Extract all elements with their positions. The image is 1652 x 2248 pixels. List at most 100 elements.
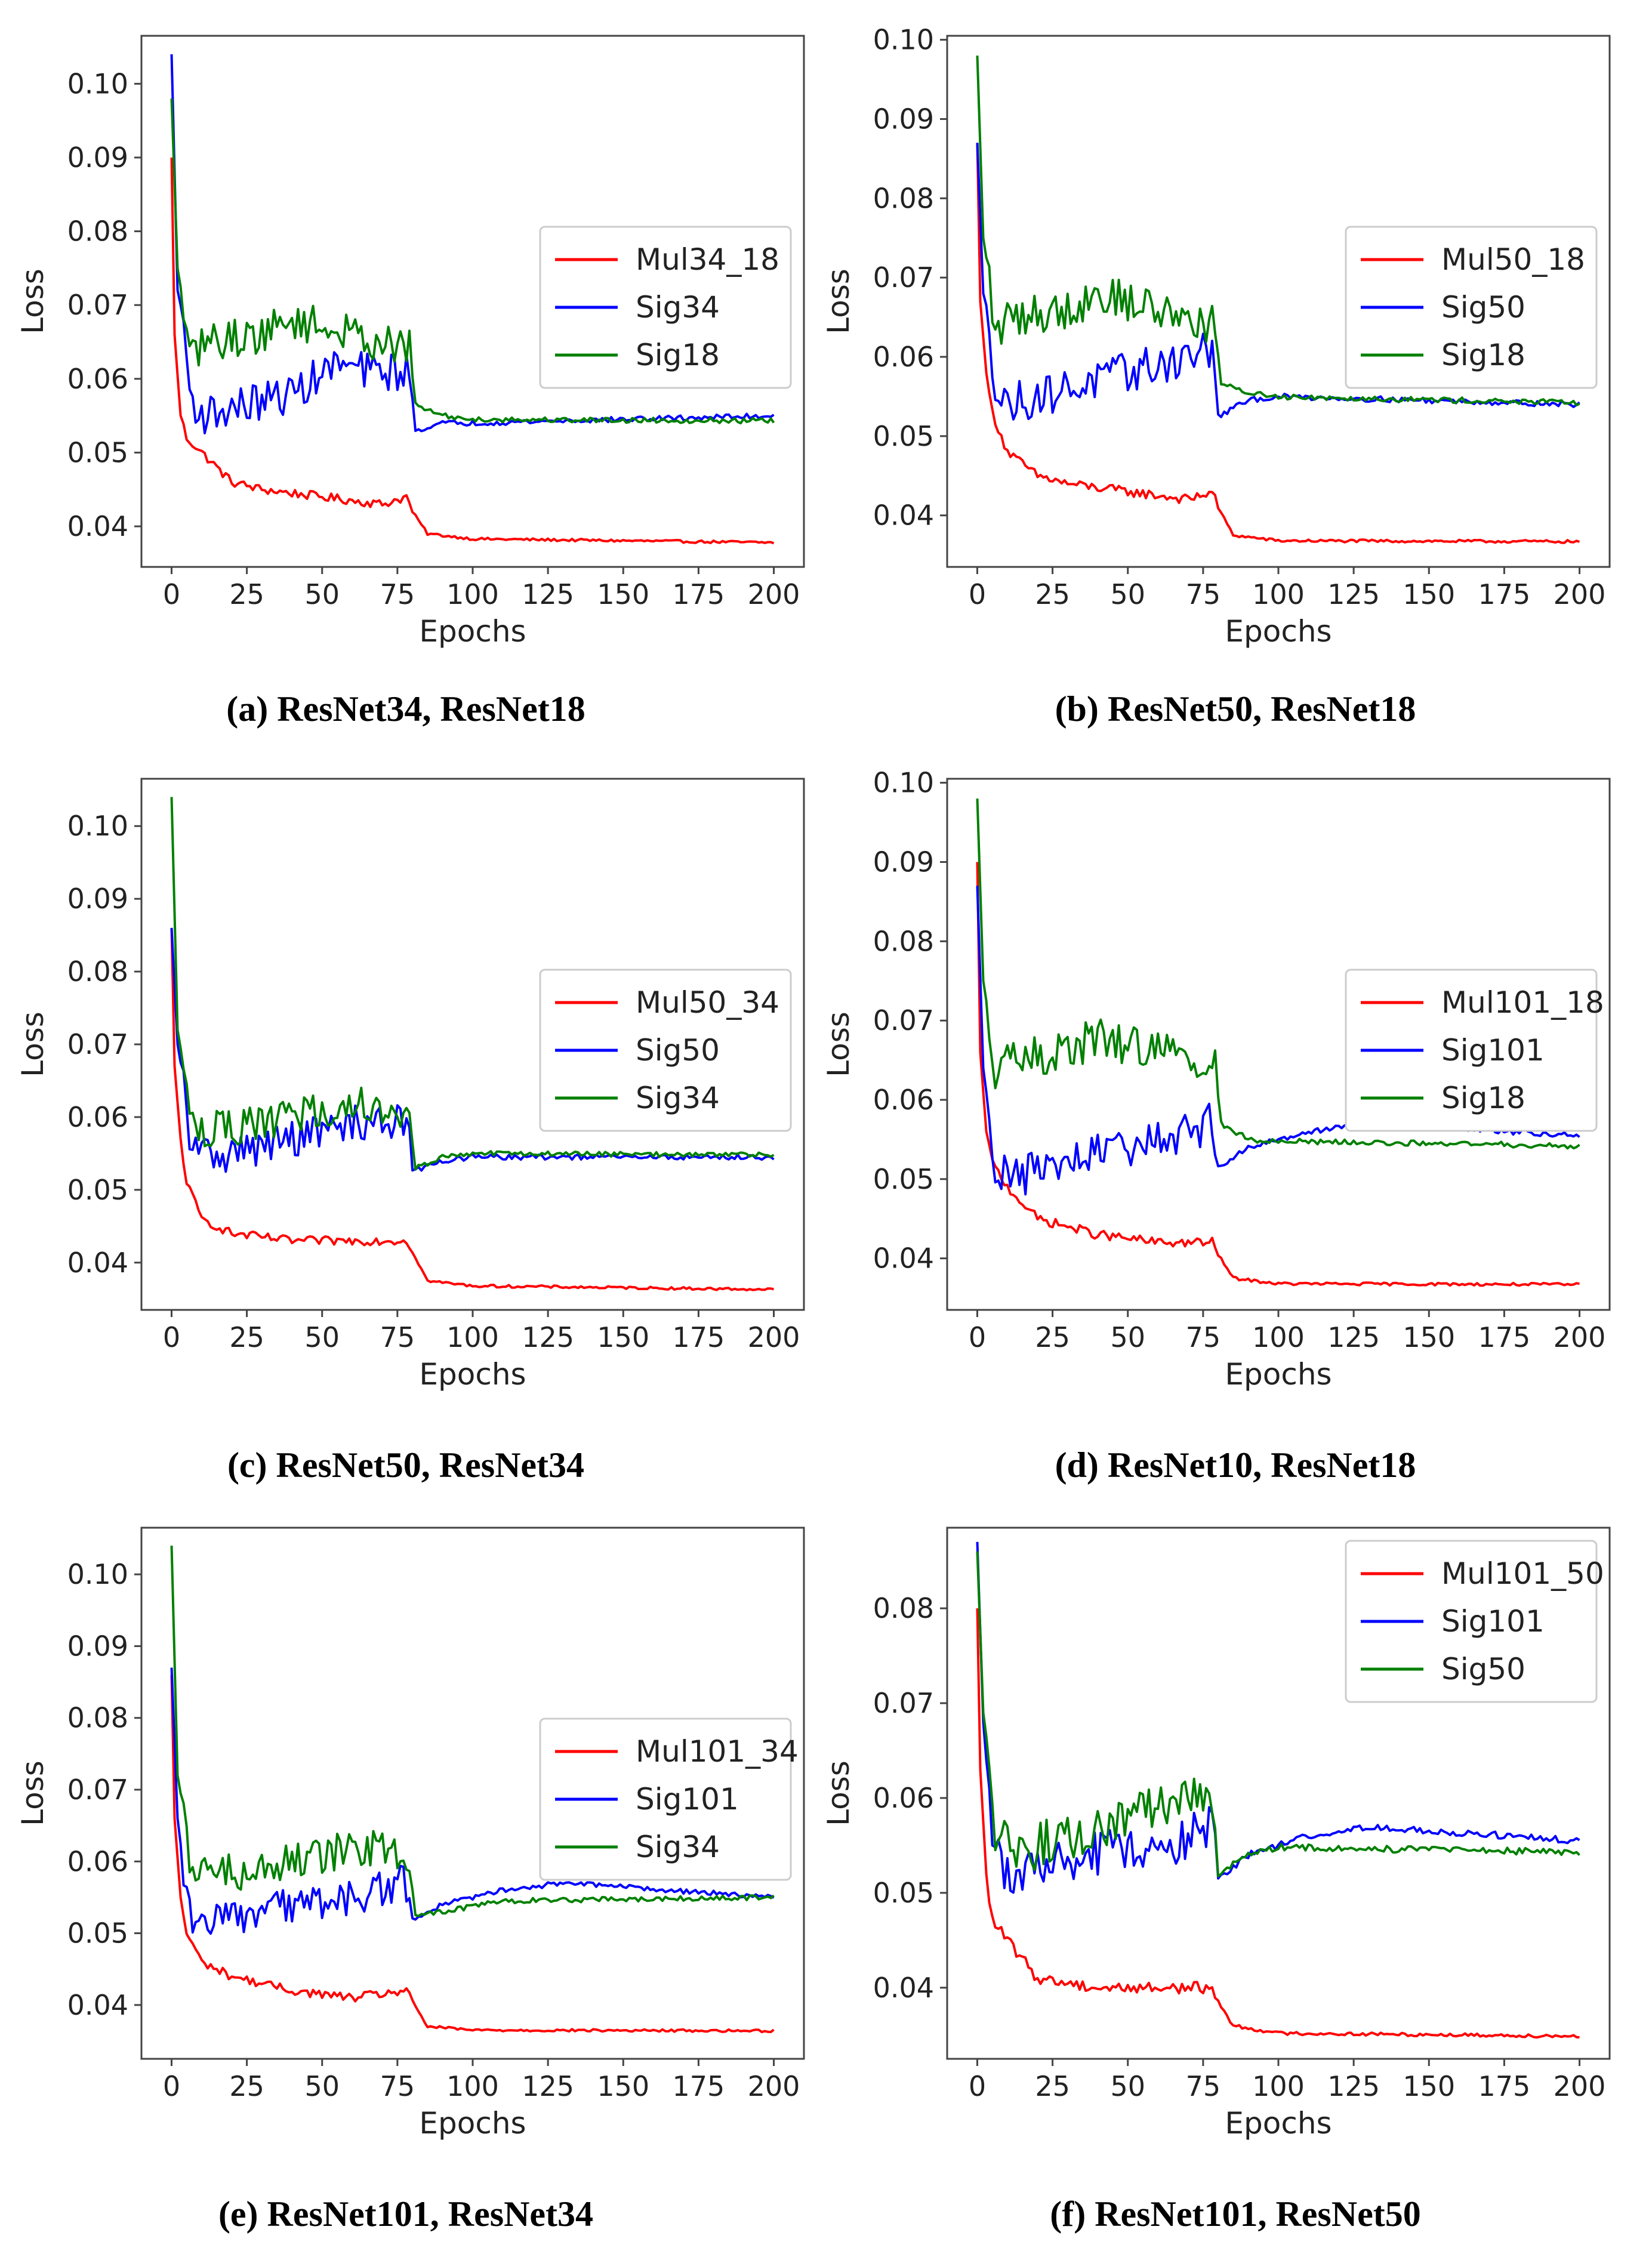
y-tick-label: 0.05 (873, 1163, 934, 1195)
legend-label: Mul101_34 (636, 1734, 799, 1769)
legend-label: Mul50_18 (1441, 242, 1585, 277)
y-tick-label: 0.09 (873, 846, 934, 878)
y-tick-label: 0.08 (873, 182, 934, 214)
x-axis-label: Epochs (419, 1357, 526, 1392)
legend: Mul101_50 Sig101 Sig50 (1345, 1540, 1604, 1703)
x-tick-label: 100 (446, 578, 499, 610)
y-tick-label: 0.06 (67, 363, 128, 395)
x-tick-label: 175 (1478, 1321, 1531, 1353)
chart-panel-4: 0 25 50 75 100 125 150 175 200 0.04 0.05 0.06 0.07 0.… (16, 1527, 805, 2234)
y-tick-label: 0.04 (67, 1989, 128, 2021)
y-tick-label: 0.09 (67, 1630, 128, 1662)
x-axis-label: Epochs (419, 2106, 526, 2141)
y-tick-label: 0.10 (873, 767, 934, 799)
legend: Mul101_34 Sig101 Sig34 (539, 1717, 799, 1881)
legend-label: Sig101 (636, 1782, 739, 1817)
chart-caption: (e) ResNet101, ResNet34 (218, 2194, 593, 2234)
x-tick-label: 125 (522, 578, 574, 610)
legend-label: Sig34 (636, 290, 720, 325)
x-tick-label: 150 (1403, 1321, 1455, 1353)
x-tick-label: 175 (1478, 578, 1531, 610)
x-tick-label: 75 (380, 578, 415, 610)
legend-box (1345, 226, 1598, 389)
x-tick-label: 175 (673, 578, 725, 610)
x-axis-label: Epochs (1225, 614, 1332, 649)
x-tick-label: 100 (446, 1321, 499, 1353)
x-tick-label: 100 (446, 2070, 499, 2102)
y-tick-label: 0.05 (67, 1917, 128, 1950)
y-tick-label: 0.08 (873, 925, 934, 957)
y-tick-label: 0.06 (873, 341, 934, 373)
y-tick-label: 0.07 (67, 1774, 128, 1806)
y-tick-label: 0.08 (67, 955, 128, 988)
chart-caption: (d) ResNet10, ResNet18 (1055, 1445, 1416, 1485)
y-tick-label: 0.08 (67, 1702, 128, 1734)
y-tick-label: 0.06 (873, 1084, 934, 1116)
series-line-Sig34 (170, 1546, 775, 1917)
series-line-Sig34 (170, 797, 775, 1171)
series-line-Mul101_34 (170, 1675, 775, 2034)
series-line-Mul101_50 (976, 1608, 1580, 2039)
x-tick-label: 50 (1110, 1321, 1145, 1353)
x-tick-label: 100 (1252, 2070, 1305, 2102)
series-line-Mul34_18 (170, 157, 775, 545)
x-tick-label: 125 (1327, 1321, 1380, 1353)
x-tick-label: 75 (380, 2070, 415, 2102)
chart-panel-1: 0 25 50 75 100 125 150 175 200 0.04 0.05 0.06 0.07 0.… (821, 24, 1611, 729)
x-tick-label: 125 (522, 1321, 574, 1353)
y-tick-label: 0.04 (873, 499, 934, 532)
x-tick-label: 25 (229, 578, 264, 610)
y-tick-label: 0.09 (873, 103, 934, 135)
legend-box (1345, 1540, 1598, 1703)
x-tick-label: 175 (673, 2070, 725, 2102)
series-line-Sig101 (170, 1667, 775, 1935)
y-tick-label: 0.07 (873, 1004, 934, 1037)
x-tick-label: 25 (229, 2070, 264, 2102)
legend-label: Sig50 (1441, 290, 1525, 325)
legend-box (539, 969, 792, 1132)
y-tick-label: 0.05 (873, 420, 934, 452)
x-tick-label: 0 (969, 578, 986, 610)
x-tick-label: 50 (304, 578, 340, 610)
x-tick-label: 150 (1403, 2070, 1455, 2102)
series-line-Mul101_18 (976, 862, 1580, 1287)
x-tick-label: 150 (597, 2070, 649, 2102)
chart-caption: (c) ResNet50, ResNet34 (227, 1445, 584, 1485)
series-line-Sig50 (976, 1551, 1580, 1877)
legend-label: Sig34 (636, 1081, 720, 1115)
x-tick-label: 150 (1403, 578, 1455, 610)
series-line-Sig18 (976, 55, 1580, 407)
x-tick-label: 25 (1035, 578, 1070, 610)
x-tick-label: 150 (597, 578, 649, 610)
legend-label: Sig50 (636, 1033, 720, 1068)
y-axis-label: Loss (16, 1760, 50, 1826)
x-tick-label: 100 (1252, 1321, 1305, 1353)
x-tick-label: 175 (673, 1321, 725, 1353)
chart-caption: (f) ResNet101, ResNet50 (1050, 2194, 1420, 2234)
x-tick-label: 175 (1478, 2070, 1531, 2102)
legend-box (539, 226, 792, 389)
chart-panel-3: 0 25 50 75 100 125 150 175 200 0.04 0.05 0.06 0.07 0.… (821, 767, 1611, 1485)
x-tick-label: 25 (1035, 2070, 1070, 2102)
x-tick-label: 75 (1186, 2070, 1221, 2102)
y-tick-label: 0.05 (873, 1877, 934, 1909)
x-axis-label: Epochs (1225, 1357, 1332, 1392)
legend-label: Sig18 (1441, 1081, 1525, 1115)
y-axis-label: Loss (16, 1012, 50, 1077)
legend: Mul34_18 Sig34 Sig18 (539, 226, 792, 389)
series-line-Sig101 (976, 1541, 1580, 1894)
x-tick-label: 125 (1327, 578, 1380, 610)
y-tick-label: 0.04 (873, 1242, 934, 1275)
legend: Mul50_18 Sig50 Sig18 (1345, 226, 1598, 389)
y-tick-label: 0.04 (67, 1247, 128, 1279)
y-axis-label: Loss (821, 1760, 856, 1826)
legend-label: Sig34 (636, 1830, 720, 1864)
series-line-Sig50 (170, 927, 775, 1173)
chart-caption: (a) ResNet34, ResNet18 (226, 689, 585, 729)
y-tick-label: 0.10 (67, 67, 128, 100)
y-tick-label: 0.07 (67, 1028, 128, 1060)
legend-label: Mul50_34 (636, 985, 779, 1020)
y-tick-label: 0.07 (873, 1687, 934, 1719)
legend-label: Sig101 (1441, 1604, 1545, 1639)
